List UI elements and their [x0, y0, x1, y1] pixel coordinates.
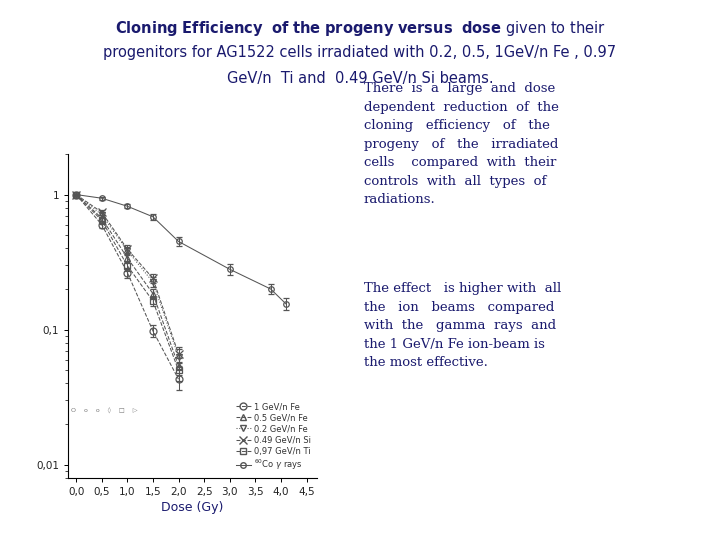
- X-axis label: Dose (Gy): Dose (Gy): [161, 501, 224, 514]
- Text: The effect   is higher with  all
the   ion   beams   compared
with  the   gamma : The effect is higher with all the ion be…: [364, 282, 561, 369]
- Text: O    o    o    ◊    □    ▷: O o o ◊ □ ▷: [71, 408, 138, 414]
- Text: GeV/n  Ti and  0.49 GeV/n Si beams.: GeV/n Ti and 0.49 GeV/n Si beams.: [227, 71, 493, 86]
- Legend: 1 GeV/n Fe, 0.5 GeV/n Fe, 0.2 GeV/n Fe, 0.49 GeV/n Si, 0,97 GeV/n Ti, $^{60}$Co : 1 GeV/n Fe, 0.5 GeV/n Fe, 0.2 GeV/n Fe, …: [234, 401, 312, 474]
- Text: There  is  a  large  and  dose
dependent  reduction  of  the
cloning   efficienc: There is a large and dose dependent redu…: [364, 83, 559, 206]
- Text: $\bf{Cloning\ Efficiency\ \ of\ the\ progeny\ versus\ \ dose}$ given to their: $\bf{Cloning\ Efficiency\ \ of\ the\ pro…: [114, 19, 606, 38]
- Text: progenitors for AG1522 cells irradiated with 0.2, 0.5, 1GeV/n Fe , 0.97: progenitors for AG1522 cells irradiated …: [104, 45, 616, 60]
